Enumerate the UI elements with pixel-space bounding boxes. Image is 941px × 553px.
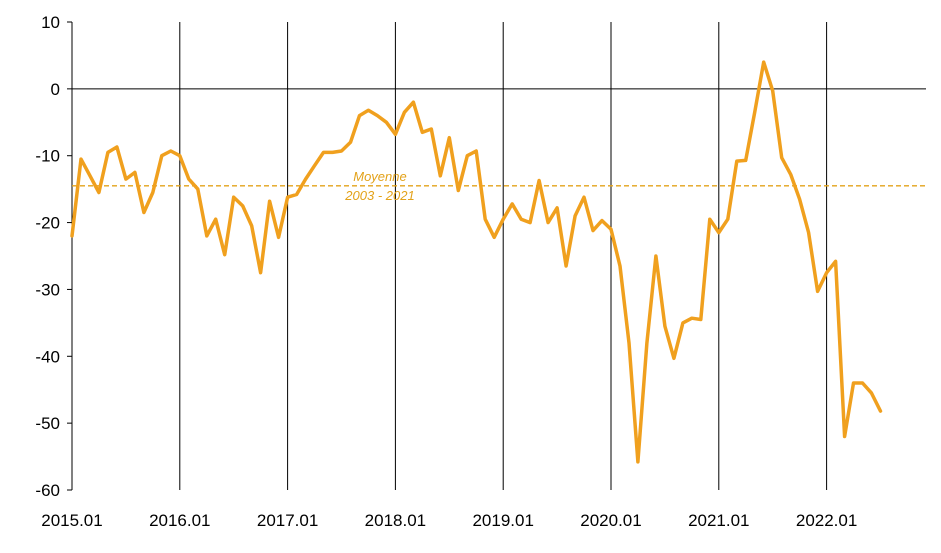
series-line-0 [70, 60, 883, 464]
y-tick-label: 10 [41, 13, 60, 32]
y-tick-label: -50 [35, 414, 60, 433]
x-tick-label: 2017.01 [257, 511, 318, 530]
year-gridlines [179, 22, 828, 490]
y-tick-label: -40 [35, 347, 60, 366]
x-axis-ticks: 2015.01 2016.01 2017.01 2018.01 2019.01 2020.… [41, 511, 857, 530]
y-tick-label: -10 [35, 147, 60, 166]
y-tick-label: -30 [35, 280, 60, 299]
x-tick-label: 2018.01 [365, 511, 426, 530]
x-tick-label: 2019.01 [472, 511, 533, 530]
average-label-line1: Moyenne [353, 169, 406, 184]
x-tick-label: 2022.01 [796, 511, 857, 530]
y-tick-label: -20 [35, 214, 60, 233]
x-tick-label: 2016.01 [149, 511, 210, 530]
x-tick-label: 2021.01 [688, 511, 749, 530]
average-label-line2: 2003 - 2021 [344, 188, 414, 203]
x-tick-label: 2020.01 [580, 511, 641, 530]
y-tick-label: -60 [35, 481, 60, 500]
y-tick-label: 0 [51, 80, 60, 99]
series-layer [70, 60, 883, 464]
x-tick-label: 2015.01 [41, 511, 102, 530]
y-axis-ticks: 10 0 -10 -20 -30 -40 -50 -60 [35, 13, 72, 500]
